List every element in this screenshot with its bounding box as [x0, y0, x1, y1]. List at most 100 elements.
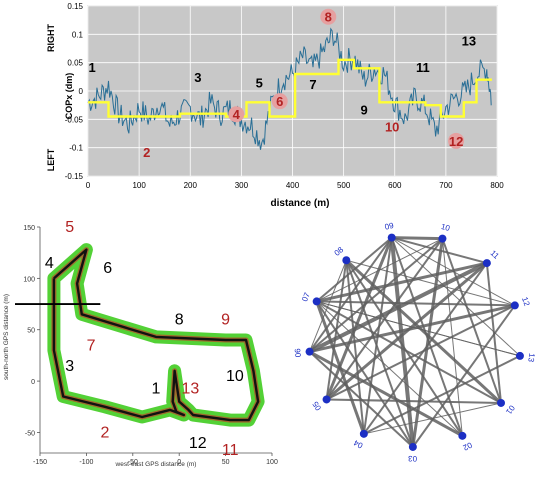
map-x-tick-label: -50 [128, 459, 138, 466]
network-edge [362, 237, 393, 434]
network-edge [315, 300, 414, 448]
network-edge [308, 350, 464, 438]
network-node [515, 351, 524, 360]
map-y-tick-label: -50 [25, 430, 35, 437]
y-tick-label: -0.15 [65, 172, 84, 181]
map-segment-label: 5 [65, 219, 74, 236]
network-node-label: 09 [384, 221, 395, 232]
network-edge [346, 259, 515, 306]
network-edge [309, 260, 347, 352]
map-x-tick-label: 50 [222, 459, 230, 466]
segment-label: 3 [194, 70, 201, 85]
map-y-tick-label: 0 [31, 379, 35, 386]
network-edge [441, 238, 502, 404]
segment-label: 9 [360, 103, 367, 118]
map-segment-label: 6 [103, 260, 112, 277]
network-node-label: 04 [352, 438, 365, 450]
network-edge [325, 237, 394, 401]
network-node-label: 02 [461, 440, 473, 452]
gps-track-line [52, 248, 260, 422]
segment-mean-step-line [88, 58, 492, 118]
network-node [305, 347, 314, 356]
x-axis-label: distance (m) [271, 198, 330, 209]
map-segment-label: 3 [65, 358, 74, 375]
network-node [387, 233, 396, 242]
map-segment-label: 13 [181, 380, 199, 397]
x-tick-label: 500 [337, 181, 351, 190]
map-segment-label: 4 [45, 255, 54, 272]
network-node [497, 398, 506, 407]
segment-label: 12 [449, 134, 463, 149]
y-tick-label: -0.1 [69, 144, 83, 153]
segment-label-badge [228, 106, 245, 123]
copx-signal-line [87, 27, 492, 150]
network-node [482, 259, 491, 268]
network-edge [345, 260, 365, 434]
segment-label-badge [320, 8, 337, 25]
network-node-label: 08 [333, 245, 346, 258]
segment-label: 5 [256, 75, 263, 90]
network-edge [411, 238, 444, 448]
map-y-tick-label: 50 [27, 328, 35, 335]
map-x-tick-label: -100 [79, 459, 93, 466]
map-segment-label: 11 [222, 442, 239, 459]
map-x-tick-label: -150 [33, 459, 47, 466]
map-y-tick-label: 100 [23, 276, 35, 283]
map-x-axis-label: west-east GPS distance (m) [115, 461, 197, 468]
y-axis-label: COPx (dm) [64, 73, 74, 120]
network-node [408, 442, 417, 451]
network-node [322, 395, 331, 404]
network-edge [325, 238, 444, 401]
network-node-label: 13 [526, 353, 536, 364]
segment-label: 1 [88, 60, 95, 75]
segment-label: 7 [309, 77, 316, 92]
network-edge [363, 354, 521, 435]
segment-label-badge [271, 93, 288, 110]
network-edge [389, 237, 415, 448]
network-graph: 10 11 12 13 01 02 03 04 05 06 07 08 09 [293, 221, 536, 463]
x-tick-label: 700 [439, 181, 453, 190]
map-x-tick-label: 0 [177, 459, 181, 466]
segment-label: 6 [276, 94, 283, 109]
copx-chart: RIGHT LEFT COPx (dm) distance (m) 0 100 20… [46, 2, 504, 209]
network-node [510, 301, 519, 310]
x-tick-label: 200 [184, 181, 198, 190]
map-x-tick-label: 100 [266, 459, 278, 466]
network-edge [391, 236, 443, 241]
network-edge [391, 237, 516, 306]
segment-label: 4 [233, 107, 241, 122]
x-tick-label: 300 [235, 181, 249, 190]
network-edge [316, 261, 488, 303]
network-node [359, 429, 368, 438]
x-tick-label: 800 [490, 181, 504, 190]
network-node-label: 11 [489, 249, 502, 262]
map-segment-label: 9 [221, 312, 230, 329]
segment-label-badge [448, 132, 465, 149]
x-tick-label: 400 [286, 181, 300, 190]
map-segment-label: 12 [189, 435, 207, 452]
gps-map-chart: west-east GPS distance (m) south-north G… [3, 219, 278, 468]
network-node [458, 431, 467, 440]
network-node [342, 256, 351, 265]
network-edge [316, 300, 502, 404]
map-segment-label: 2 [101, 425, 110, 442]
segment-label: 10 [385, 120, 399, 135]
map-segment-label: 8 [175, 312, 184, 329]
network-node-label: 01 [504, 404, 517, 417]
x-tick-label: 0 [86, 181, 91, 190]
network-edge [316, 301, 463, 437]
segment-label: 8 [325, 10, 332, 25]
network-edge [345, 259, 414, 448]
map-segment-label: 7 [87, 337, 96, 354]
network-edge [316, 236, 393, 303]
x-tick-label: 600 [388, 181, 402, 190]
side-label-top: RIGHT [46, 24, 56, 53]
side-label-bottom: LEFT [46, 148, 56, 171]
map-y-axis-label: south-north GPS distance (m) [3, 294, 10, 380]
y-tick-label: 0.1 [72, 30, 84, 39]
map-segment-label: 1 [152, 380, 161, 397]
y-tick-label: 0.15 [67, 2, 83, 11]
network-node [312, 297, 321, 306]
network-node-label: 06 [293, 347, 303, 357]
network-edge [326, 398, 502, 404]
